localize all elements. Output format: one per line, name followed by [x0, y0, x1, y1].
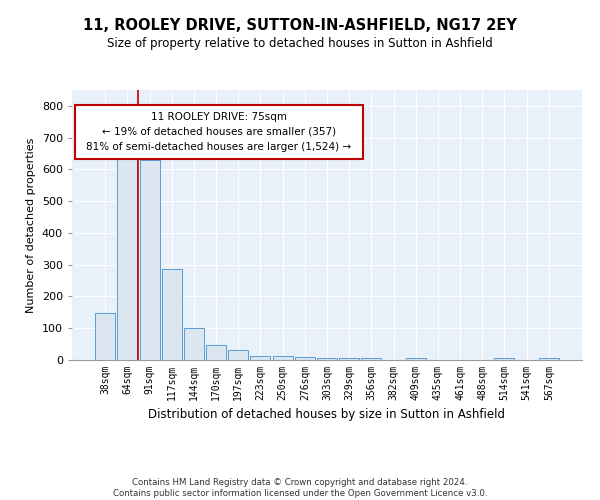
Bar: [206, 345, 226, 360]
Text: ← 19% of detached houses are smaller (357): ← 19% of detached houses are smaller (35…: [101, 127, 335, 137]
Bar: [539, 358, 559, 360]
Bar: [317, 358, 337, 360]
Text: Size of property relative to detached houses in Sutton in Ashfield: Size of property relative to detached ho…: [107, 38, 493, 51]
Bar: [140, 160, 160, 360]
FancyBboxPatch shape: [74, 105, 362, 159]
Bar: [184, 328, 204, 360]
X-axis label: Distribution of detached houses by size in Sutton in Ashfield: Distribution of detached houses by size …: [149, 408, 505, 422]
Text: Contains HM Land Registry data © Crown copyright and database right 2024.
Contai: Contains HM Land Registry data © Crown c…: [113, 478, 487, 498]
Bar: [162, 268, 182, 360]
Text: 81% of semi-detached houses are larger (1,524) →: 81% of semi-detached houses are larger (…: [86, 142, 351, 152]
Text: 11 ROOLEY DRIVE: 75sqm: 11 ROOLEY DRIVE: 75sqm: [151, 112, 287, 122]
Y-axis label: Number of detached properties: Number of detached properties: [26, 138, 36, 312]
Bar: [295, 358, 315, 360]
Bar: [272, 356, 293, 360]
Bar: [228, 350, 248, 360]
Bar: [361, 358, 382, 360]
Bar: [339, 358, 359, 360]
Bar: [494, 358, 514, 360]
Text: 11, ROOLEY DRIVE, SUTTON-IN-ASHFIELD, NG17 2EY: 11, ROOLEY DRIVE, SUTTON-IN-ASHFIELD, NG…: [83, 18, 517, 32]
Bar: [95, 313, 115, 360]
Bar: [118, 158, 137, 360]
Bar: [406, 358, 426, 360]
Bar: [250, 356, 271, 360]
